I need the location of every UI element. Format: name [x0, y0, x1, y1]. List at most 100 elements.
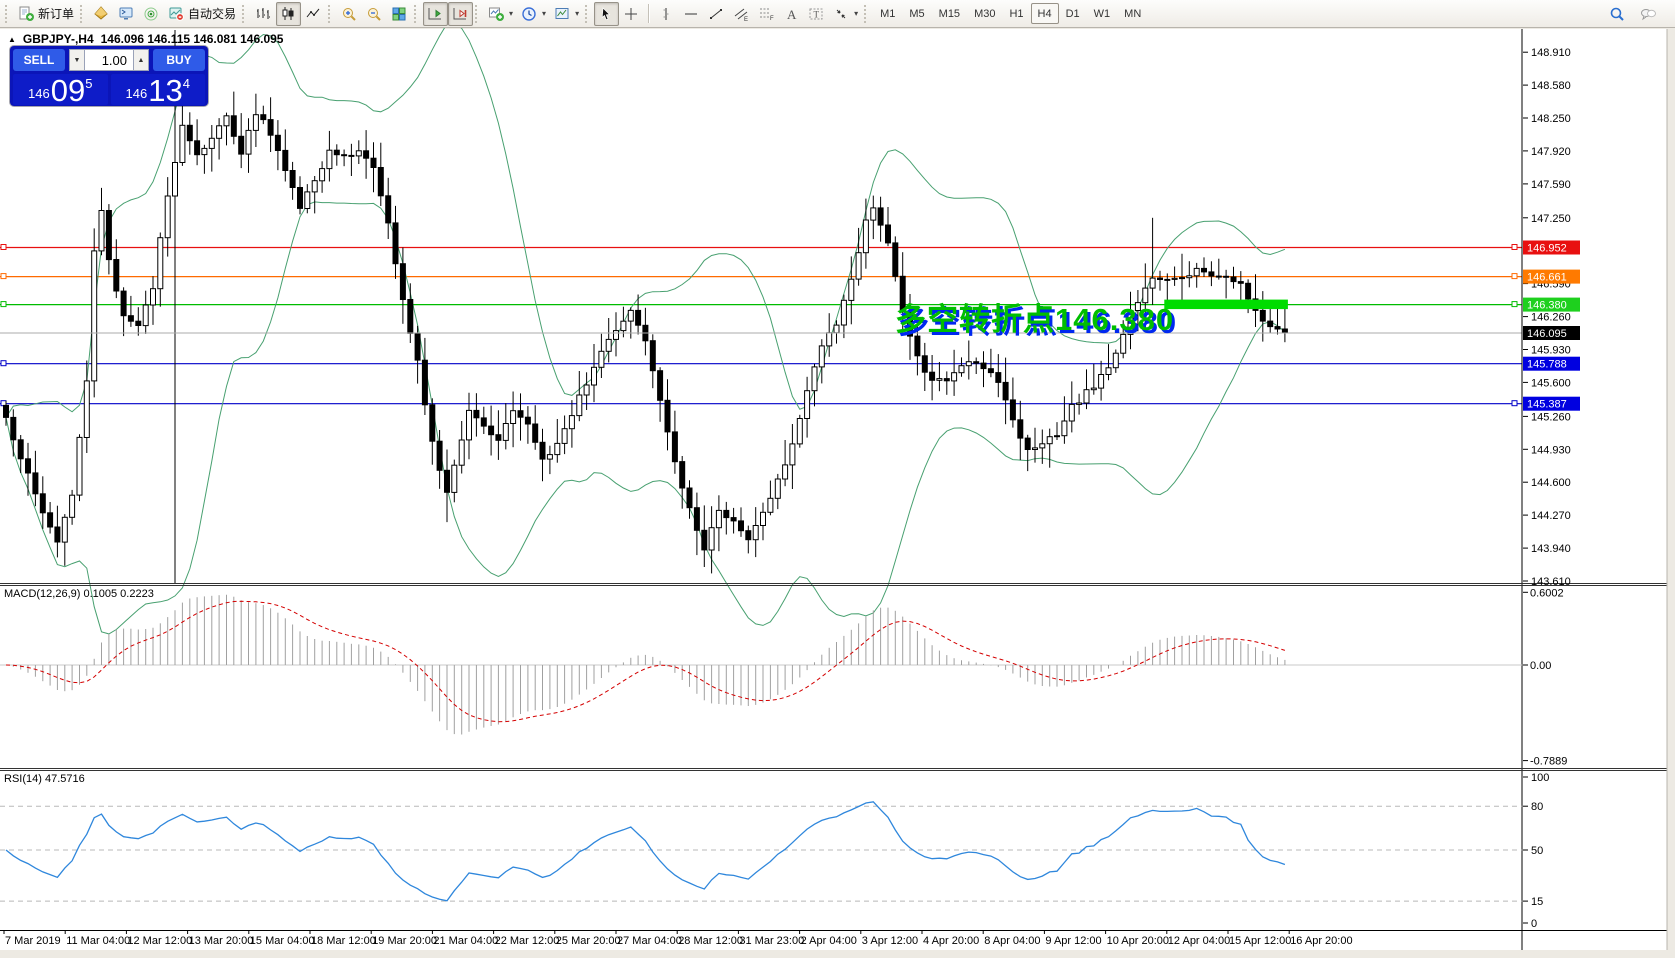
arrows-button[interactable]: ▾ [829, 2, 862, 26]
horizontal-line-tool-button[interactable] [679, 2, 704, 26]
hline-handle[interactable] [1511, 273, 1518, 280]
svg-text:12 Mar 12:00: 12 Mar 12:00 [127, 935, 192, 947]
equidistant-channel-button[interactable]: E [729, 2, 754, 26]
candlestick-series [3, 91, 1288, 574]
text-button[interactable]: A [779, 2, 804, 26]
search-button[interactable] [1605, 2, 1630, 26]
toolbar-grip [80, 4, 85, 23]
templates-button[interactable]: ▾ [550, 2, 583, 26]
cursor-icon [598, 6, 615, 22]
toolbar: 新订单 自动交易 ▾ ▾ ▾ E F A T ▾ M1 M5 M15 M30 H1 H4 D1 W1 MN [0, 0, 1675, 28]
fibonacci-button[interactable]: F [754, 2, 779, 26]
svg-text:25 Mar 20:00: 25 Mar 20:00 [556, 935, 621, 947]
timeframe-m30-button[interactable]: M30 [967, 3, 1002, 24]
timeframe-m15-button[interactable]: M15 [932, 3, 967, 24]
timeframe-mn-button[interactable]: MN [1117, 3, 1148, 24]
chart-shift-icon [452, 6, 469, 22]
highlight-band[interactable] [1164, 299, 1288, 310]
timeframe-h1-button[interactable]: H1 [1002, 3, 1030, 24]
cursor-button[interactable] [594, 1, 620, 26]
profile-icon [93, 5, 110, 22]
buy-button[interactable]: BUY [153, 49, 205, 71]
hline-handle[interactable] [1511, 244, 1518, 250]
svg-text:28 Mar 12:00: 28 Mar 12:00 [678, 935, 743, 947]
chat-button[interactable] [1636, 2, 1661, 26]
sell-price[interactable]: 146 09 5 [13, 72, 108, 108]
svg-text:16 Apr 20:00: 16 Apr 20:00 [1290, 935, 1352, 947]
price-label-146.952: 146.952 [1523, 240, 1580, 255]
svg-text:80: 80 [1531, 801, 1543, 813]
indicators-button[interactable]: ▾ [484, 2, 517, 26]
bar-chart-button[interactable] [251, 2, 276, 26]
svg-text:145.387: 145.387 [1527, 399, 1567, 411]
autotrade-button[interactable]: 自动交易 [164, 2, 240, 26]
periods-button[interactable]: ▾ [517, 2, 550, 26]
svg-text:146.095: 146.095 [1527, 328, 1567, 340]
svg-text:146.260: 146.260 [1531, 312, 1571, 324]
svg-text:10 Apr 20:00: 10 Apr 20:00 [1107, 935, 1169, 947]
ohlc-values: 146.096 146.115 146.081 146.095 [100, 32, 284, 46]
svg-text:2 Apr 04:00: 2 Apr 04:00 [801, 935, 857, 947]
bars-icon [255, 6, 272, 22]
tile-windows-button[interactable] [387, 2, 412, 26]
hline-handle[interactable] [0, 244, 7, 250]
svg-text:4 Apr 20:00: 4 Apr 20:00 [923, 935, 979, 947]
current-price-label: 146.095 [1523, 326, 1580, 340]
profiles-button[interactable] [89, 2, 114, 26]
volume-up-button[interactable]: ▲ [133, 49, 149, 71]
collapse-arrow-icon[interactable]: ▲ [8, 34, 16, 44]
svg-text:F: F [770, 16, 774, 22]
sell-price-big: 09 [50, 72, 86, 108]
sell-button[interactable]: SELL [13, 49, 65, 71]
chart-shift-button[interactable] [448, 1, 474, 26]
svg-text:148.250: 148.250 [1531, 113, 1571, 125]
svg-text:146.661: 146.661 [1527, 272, 1567, 284]
bollinger-upper-band [5, 21, 1286, 418]
timeframe-m5-button[interactable]: M5 [902, 3, 931, 24]
hline-handle[interactable] [0, 360, 7, 367]
candlestick-chart-button[interactable] [276, 1, 302, 26]
timeframe-h4-button[interactable]: H4 [1030, 3, 1059, 24]
macd-signal-line [5, 600, 1286, 723]
timeframe-m1-button[interactable]: M1 [873, 3, 902, 24]
signals-button[interactable] [139, 2, 164, 26]
line-chart-button[interactable] [301, 2, 326, 26]
svg-text:100: 100 [1531, 772, 1549, 784]
svg-text:27 Mar 04:00: 27 Mar 04:00 [617, 935, 682, 947]
chart-annotation[interactable]: 多空转折点146.380 [895, 302, 1175, 337]
buy-price[interactable]: 146 13 4 [110, 74, 205, 106]
crosshair-button[interactable] [619, 2, 644, 26]
svg-text:0: 0 [1531, 918, 1537, 930]
new-order-button[interactable]: 新订单 [14, 2, 78, 26]
hline-handle[interactable] [1511, 301, 1518, 308]
hline-handle[interactable] [1511, 400, 1518, 407]
timeframe-d1-button[interactable]: D1 [1059, 3, 1087, 24]
svg-text:145.788: 145.788 [1527, 359, 1567, 371]
arrows-tool-icon [833, 6, 850, 22]
auto-scroll-button[interactable] [423, 1, 449, 26]
timeframe-w1-button[interactable]: W1 [1087, 3, 1118, 24]
svg-text:31 Mar 23:00: 31 Mar 23:00 [739, 935, 804, 947]
text-label-button[interactable]: T [804, 2, 829, 26]
autotrade-icon [168, 6, 185, 22]
terminal-button[interactable] [114, 2, 139, 26]
volume-input[interactable]: 1.00 [85, 49, 133, 71]
svg-text:144.930: 144.930 [1531, 444, 1571, 456]
zoom-out-button[interactable] [362, 2, 387, 26]
tile-windows-icon [391, 6, 408, 22]
hline-tool-icon [683, 6, 700, 22]
zoom-in-button[interactable] [337, 2, 362, 26]
hline-handle[interactable] [0, 301, 7, 308]
symbol-period-label: GBPJPY-,H4 [22, 32, 94, 46]
volume-down-button[interactable]: ▼ [69, 49, 85, 71]
vertical-line-tool-button[interactable] [654, 2, 679, 26]
toolbar-grip [414, 4, 419, 23]
trendline-tool-button[interactable] [704, 2, 729, 26]
svg-text:19 Mar 20:00: 19 Mar 20:00 [372, 935, 437, 947]
indicators-icon [488, 6, 505, 22]
one-click-trading-panel: SELL ▼ 1.00 ▲ BUY 146 09 5 146 13 4 [10, 46, 208, 106]
rsi-indicator-label: RSI(14) 47.5716 [4, 773, 85, 785]
hline-handle[interactable] [0, 273, 7, 280]
buy-price-prefix: 146 [125, 86, 148, 101]
